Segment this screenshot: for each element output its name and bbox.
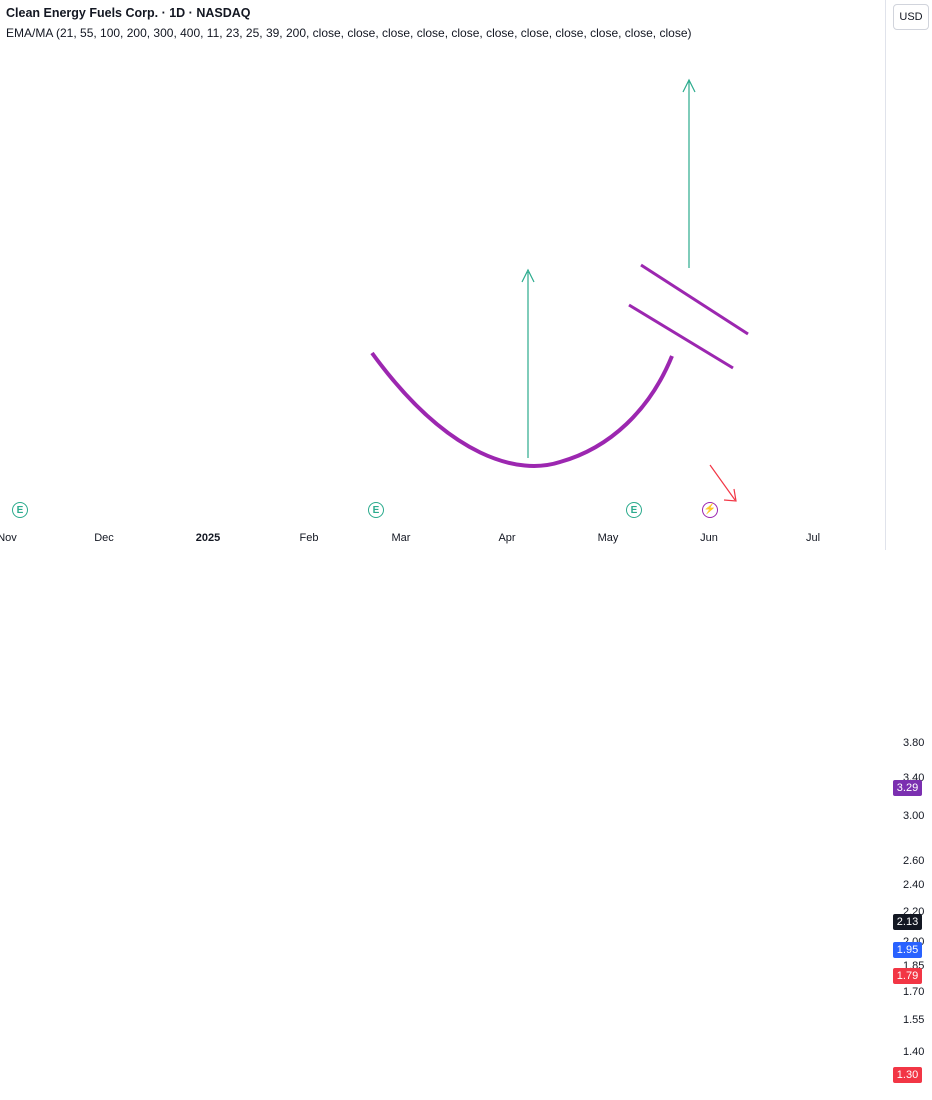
price-tick-label: 1.55 — [903, 1014, 925, 1027]
price-chart[interactable] — [0, 0, 932, 550]
price-tick-label: 2.60 — [903, 854, 925, 867]
price-tag: 2.13 — [893, 914, 922, 931]
measure-arrow-2-head — [682, 78, 696, 93]
price-tag: 1.95 — [893, 941, 922, 958]
earnings-event-icon[interactable]: E — [626, 502, 642, 518]
price-axis-separator — [885, 0, 886, 550]
price-tag: 1.79 — [893, 967, 922, 984]
time-tick-label: Apr — [498, 532, 516, 544]
price-tag: 3.29 — [893, 779, 922, 796]
time-tick-label: Jun — [700, 532, 718, 544]
indicator-legend[interactable]: EMA/MA (21, 55, 100, 200, 300, 400, 11, … — [6, 26, 692, 40]
price-tick-label: 3.00 — [903, 810, 925, 823]
earnings-event-icon[interactable]: E — [12, 502, 28, 518]
time-tick-label: Nov — [0, 532, 17, 544]
price-tick-label: 3.80 — [903, 737, 925, 750]
price-tick-label: 1.18 — [903, 1099, 924, 1100]
price-tick-label: 1.70 — [903, 985, 925, 998]
time-tick-label: 2025 — [195, 532, 221, 544]
price-tick-label: 2.40 — [903, 879, 925, 892]
flag-upper-line — [640, 263, 749, 336]
down-arrow-head — [723, 488, 737, 502]
time-tick-label: Feb — [299, 532, 319, 544]
price-tick-label: 1.40 — [903, 1045, 925, 1058]
flag-lower-line — [628, 303, 734, 370]
down-arrow — [709, 464, 736, 501]
earnings-event-icon[interactable]: E — [368, 502, 384, 518]
time-tick-label: Jul — [805, 532, 821, 544]
drawings-layer — [370, 78, 749, 502]
symbol-title[interactable]: Clean Energy Fuels Corp. · 1D · NASDAQ — [6, 6, 251, 20]
dividend-event-icon[interactable]: ⚡ — [702, 502, 718, 518]
cup-curve — [370, 351, 674, 468]
measure-arrow-1-head — [521, 268, 535, 283]
price-tag: 1.30 — [893, 1066, 922, 1083]
time-tick-label: May — [597, 532, 619, 544]
time-tick-label: Dec — [94, 532, 114, 544]
time-tick-label: Mar — [391, 532, 411, 544]
currency-button[interactable]: USD — [893, 4, 929, 30]
